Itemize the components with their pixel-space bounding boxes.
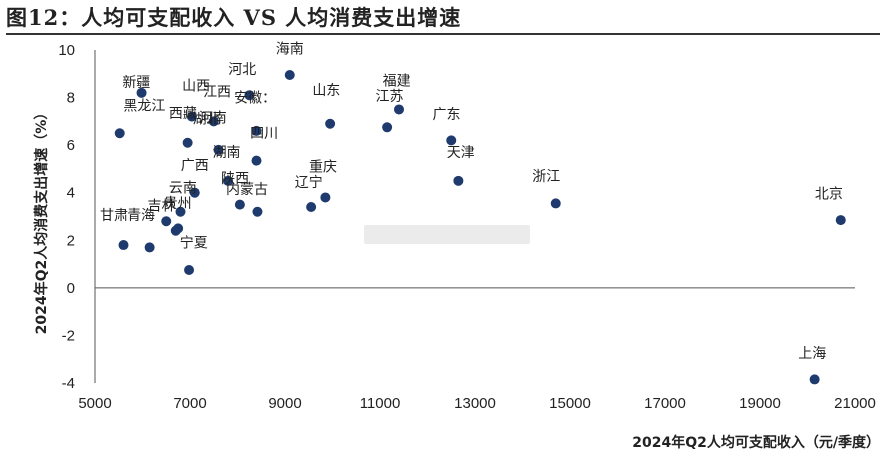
x-tick-label: 19000 xyxy=(739,395,781,412)
point-label: 河南 xyxy=(199,111,227,127)
data-point xyxy=(382,122,393,133)
point-label: 甘肃 xyxy=(100,208,128,224)
data-point xyxy=(182,137,193,148)
point-label: 浙江 xyxy=(532,169,560,185)
x-tick-label: 7000 xyxy=(173,395,206,412)
data-point xyxy=(173,223,184,234)
y-tick-labels: -4 -2 0 2 4 6 8 10 xyxy=(58,42,75,392)
point-label: 河北 xyxy=(228,62,256,78)
point-label: 新疆 xyxy=(122,75,150,91)
data-point xyxy=(251,125,262,136)
point-label: 辽宁 xyxy=(295,174,323,191)
point-label: 天津 xyxy=(447,145,475,161)
point-label: 内蒙古 xyxy=(226,182,268,198)
point-label: 江苏 xyxy=(376,89,404,105)
data-point xyxy=(114,128,125,139)
title-rule xyxy=(6,33,880,35)
data-point xyxy=(136,87,147,98)
data-point xyxy=(161,216,172,227)
y-tick-label: 8 xyxy=(67,90,75,107)
point-label: 陕西 xyxy=(221,171,249,187)
data-point xyxy=(234,199,245,210)
point-label: 吉林 xyxy=(148,199,176,215)
point-label: 山东 xyxy=(312,83,340,99)
y-tick-label: -4 xyxy=(62,375,75,392)
data-point xyxy=(809,374,820,385)
point-label: 宁夏 xyxy=(180,234,208,251)
figure-title: 图12：人均可支配收入 VS 人均消费支出增速 xyxy=(6,5,462,30)
data-point xyxy=(446,135,457,146)
x-tick-label: 17000 xyxy=(644,395,686,412)
point-label: 四川 xyxy=(250,126,278,142)
data-point xyxy=(252,206,263,217)
data-point xyxy=(118,240,129,251)
data-point xyxy=(144,242,155,253)
data-point xyxy=(306,201,317,212)
point-label: 黑龙江 xyxy=(123,99,165,115)
x-tick-label: 5000 xyxy=(78,395,111,412)
x-axis-label: 2024年Q2人均可支配收入（元/季度） xyxy=(632,434,880,451)
data-point xyxy=(251,155,262,166)
point-label: 贵州 xyxy=(164,196,192,212)
data-point xyxy=(244,90,255,101)
y-tick-label: 10 xyxy=(58,42,75,59)
x-tick-label: 11000 xyxy=(360,395,401,412)
point-label: 云南 xyxy=(169,181,197,197)
data-point xyxy=(835,215,846,226)
point-label: 山西 xyxy=(182,78,210,94)
data-point xyxy=(184,265,195,276)
y-tick-label: -2 xyxy=(62,327,75,344)
point-label: 安徽： xyxy=(234,90,276,106)
data-point xyxy=(320,192,331,203)
data-point xyxy=(186,111,197,122)
x-tick-label: 15000 xyxy=(549,395,591,412)
data-point xyxy=(189,187,200,198)
data-point xyxy=(453,175,464,186)
x-tick-label: 13000 xyxy=(454,395,496,412)
watermark-box xyxy=(364,225,530,244)
point-label: 广东 xyxy=(433,107,461,123)
x-tick-label: 9000 xyxy=(268,395,301,412)
y-tick-label: 4 xyxy=(67,185,75,202)
data-point xyxy=(325,118,336,129)
data-point xyxy=(213,144,224,155)
data-point xyxy=(208,116,219,127)
point-label: 青海 xyxy=(127,208,155,224)
x-tick-label: 21000 xyxy=(834,395,876,412)
data-point xyxy=(284,69,295,80)
data-points xyxy=(114,69,846,385)
point-label: 海南 xyxy=(276,42,304,58)
axes xyxy=(94,50,855,383)
point-label: 湖北 xyxy=(193,112,221,128)
data-point xyxy=(175,206,186,217)
point-label: 福建 xyxy=(383,74,411,90)
point-label: 广西 xyxy=(181,158,209,174)
point-label: 西藏 xyxy=(169,106,197,122)
y-tick-label: 6 xyxy=(67,137,75,154)
y-tick-label: 0 xyxy=(67,280,75,297)
point-label: 上海 xyxy=(798,346,826,362)
y-axis-label: 2024年Q2人均消费支出增速（%） xyxy=(33,106,50,335)
point-label: 湖南 xyxy=(213,145,241,161)
point-label: 重庆 xyxy=(309,159,337,175)
data-point xyxy=(550,198,561,209)
data-point xyxy=(223,175,233,186)
x-tick-labels: 5000 7000 9000 11000 13000 15000 17000 19000 210… xyxy=(78,395,876,412)
point-label: 江西 xyxy=(203,84,231,100)
point-label: 北京 xyxy=(815,187,843,203)
data-point xyxy=(394,104,404,115)
y-tick-label: 2 xyxy=(67,232,75,249)
